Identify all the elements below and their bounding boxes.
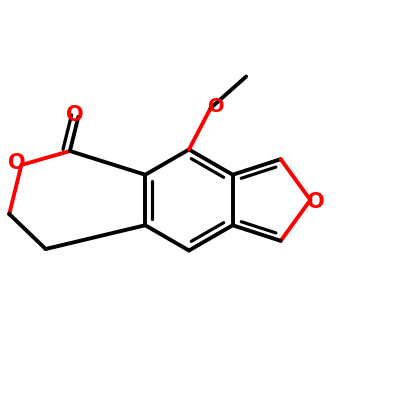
- Text: O: O: [66, 105, 83, 125]
- Text: O: O: [8, 153, 26, 173]
- Text: O: O: [208, 97, 225, 116]
- Text: O: O: [308, 192, 325, 212]
